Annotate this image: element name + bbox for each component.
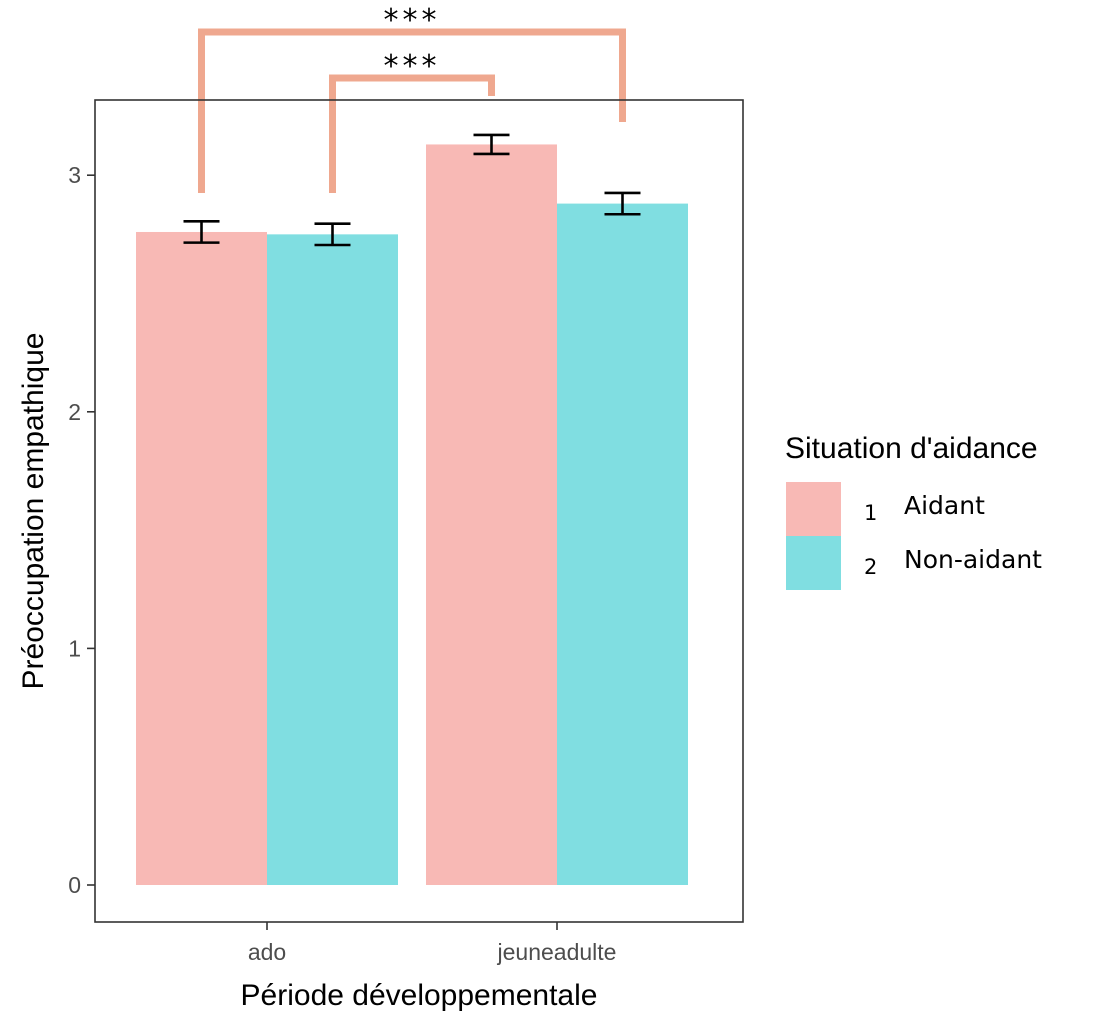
significance-brackets: *** *** (198, 3, 626, 193)
legend-title: Situation d'aidance (785, 432, 1038, 465)
bar-ado-aidant (136, 231, 267, 885)
y-axis: 0 1 2 3 (68, 162, 95, 898)
error-bar-ado-aidant (183, 220, 220, 244)
x-axis-title: Période développementale (241, 979, 598, 1012)
legend: Situation d'aidance 1 Aidant 2 Non-aidant (785, 432, 1042, 590)
significance-label: *** (384, 3, 441, 38)
error-bar-jeuneadulte-non-aidant (604, 191, 641, 216)
legend-number: 2 (864, 555, 877, 579)
error-bar-jeuneadulte-aidant (473, 133, 510, 156)
y-tick-label: 3 (68, 162, 81, 188)
bar-jeuneadulte-aidant (426, 144, 557, 885)
error-bar-ado-non-aidant (314, 222, 351, 247)
significance-label: *** (384, 49, 441, 84)
plot-panel-border (94, 99, 744, 923)
legend-label: Aidant (904, 491, 985, 520)
legend-key-non-aidant (786, 536, 841, 590)
bar-jeuneadulte-non-aidant (557, 203, 688, 886)
y-tick-label: 1 (68, 635, 81, 661)
legend-label: Non-aidant (904, 545, 1042, 574)
x-tick-label: jeuneadulte (497, 939, 617, 965)
error-bars (183, 133, 641, 247)
y-tick-label: 0 (68, 872, 81, 898)
y-tick-label: 2 (68, 399, 81, 425)
y-axis-title: Préoccupation empathique (17, 333, 50, 690)
bars (136, 144, 688, 886)
significance-bracket: *** (198, 3, 626, 193)
bar-ado-non-aidant (267, 234, 398, 886)
x-tick-label: ado (248, 939, 286, 965)
significance-bracket: *** (329, 49, 495, 193)
legend-key-aidant (786, 482, 841, 536)
legend-number: 1 (864, 501, 877, 525)
x-axis: ado jeuneadulte (248, 922, 617, 965)
